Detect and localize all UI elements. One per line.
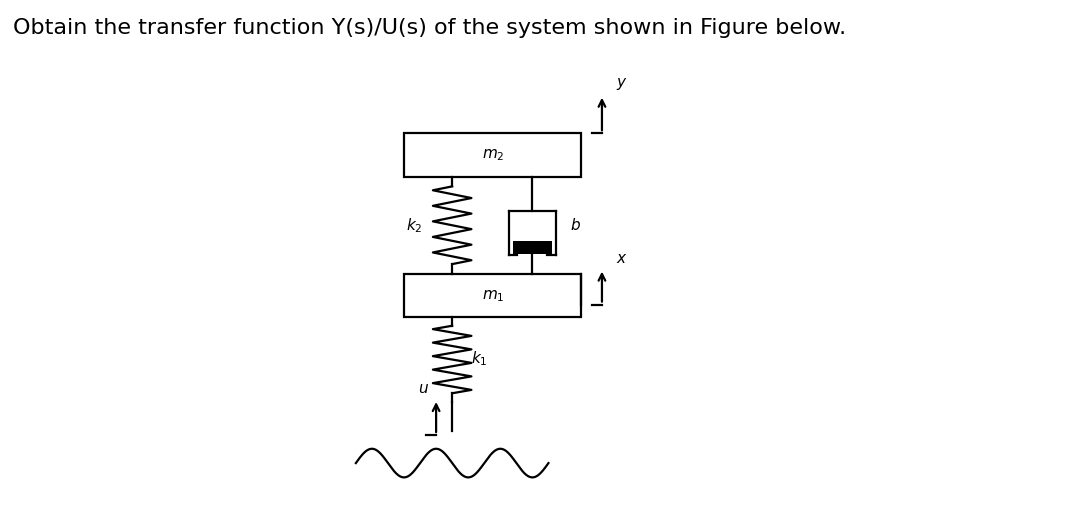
Text: $b$: $b$: [570, 217, 581, 233]
Text: Obtain the transfer function Y(s)/U(s) of the system shown in Figure below.: Obtain the transfer function Y(s)/U(s) o…: [13, 18, 847, 38]
Text: $k_1$: $k_1$: [471, 349, 487, 368]
Bar: [513, 241, 552, 254]
Text: $m_1$: $m_1$: [482, 288, 504, 303]
Text: $x$: $x$: [616, 251, 627, 266]
Text: $k_2$: $k_2$: [406, 216, 423, 235]
Bar: [404, 274, 581, 317]
Text: $u$: $u$: [418, 381, 429, 396]
Text: $y$: $y$: [616, 77, 627, 92]
Text: $m_2$: $m_2$: [482, 147, 504, 163]
Bar: [404, 133, 581, 177]
